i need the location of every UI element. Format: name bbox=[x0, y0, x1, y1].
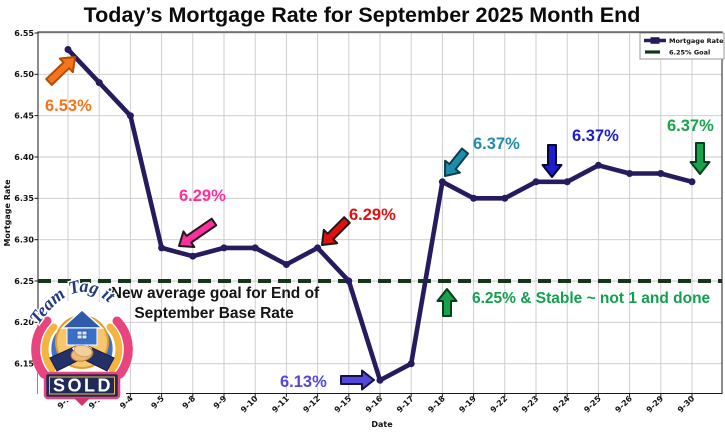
y-tick-label: 6.30 bbox=[14, 235, 34, 244]
x-tick-label: 9-16 bbox=[364, 394, 385, 415]
annotation-stable-up bbox=[436, 288, 458, 317]
y-tick-label: 6.35 bbox=[14, 194, 34, 203]
data-point bbox=[532, 178, 540, 186]
team-tag-it-sold-logo: Team Tag it SOLD bbox=[24, 274, 133, 406]
annotation-rate-6-37-a: 6.37% bbox=[444, 135, 520, 177]
annotation-rate-6-29-a: 6.29% bbox=[178, 187, 226, 248]
x-tick-label: 9-17 bbox=[395, 394, 416, 415]
data-point bbox=[251, 244, 259, 252]
x-tick-label: 9-8 bbox=[181, 394, 198, 411]
data-point bbox=[594, 161, 602, 169]
data-point bbox=[376, 376, 384, 384]
data-point bbox=[345, 277, 353, 285]
rate-6-53-label: 6.53% bbox=[45, 97, 92, 115]
data-point bbox=[407, 360, 415, 368]
legend: Mortgage Rate 6.25% Goal bbox=[639, 32, 725, 60]
stable-note: 6.25% & Stable ~ not 1 and done bbox=[472, 290, 711, 307]
y-tick-label: 6.25 bbox=[14, 277, 34, 286]
house-icon bbox=[60, 308, 104, 346]
x-axis-label: Date bbox=[371, 420, 393, 429]
annotation-rate-6-13: 6.13% bbox=[280, 369, 375, 391]
goal-note: New average goal for End of September Ba… bbox=[111, 285, 320, 322]
data-point bbox=[501, 194, 509, 202]
annotation-rate-6-37-c: 6.37% bbox=[667, 117, 714, 175]
x-tick-label: 9-18 bbox=[426, 394, 447, 415]
data-point bbox=[657, 170, 665, 177]
rate-6-13-arrow-icon bbox=[340, 369, 375, 391]
x-tick-labels: 9-2 9-3 9-4 9-5 9-8 9-9 9-10 9-11 9-12 9-15 9-16 9-… bbox=[56, 393, 697, 415]
x-tick-label: 9-30 bbox=[676, 394, 697, 415]
rate-6-29-b-label: 6.29% bbox=[349, 206, 396, 224]
y-tick-label: 6.55 bbox=[14, 29, 34, 38]
x-tick-label: 9-15 bbox=[333, 394, 354, 415]
stable-up-arrow-icon bbox=[436, 288, 458, 317]
rate-6-37-a-label: 6.37% bbox=[473, 135, 520, 153]
rate-6-37-c-arrow-icon bbox=[689, 142, 711, 175]
goal-note-line2: September Base Rate bbox=[134, 305, 294, 322]
data-point bbox=[563, 178, 571, 186]
y-tick-labels: 6.15 6.20 6.25 6.30 6.35 6.40 6.45 6.50 6.55 bbox=[14, 29, 38, 368]
sold-banner: SOLD bbox=[43, 371, 121, 406]
y-tick-label: 6.20 bbox=[14, 318, 34, 327]
sold-banner-text: SOLD bbox=[53, 376, 113, 396]
legend-marker-icon bbox=[650, 37, 660, 44]
data-point bbox=[189, 252, 197, 260]
data-point-markers bbox=[64, 46, 696, 384]
y-tick-label: 6.40 bbox=[14, 153, 34, 162]
annotation-rate-6-29-b: 6.29% bbox=[321, 206, 396, 246]
x-tick-label: 9-24 bbox=[551, 394, 572, 415]
data-point bbox=[626, 170, 634, 177]
y-axis-label: Mortgage Rate bbox=[3, 179, 12, 247]
rate-6-37-a-arrow-icon bbox=[444, 147, 470, 177]
data-point bbox=[314, 244, 322, 252]
x-tick-label: 9-5 bbox=[149, 394, 166, 411]
y-tick-label: 6.45 bbox=[14, 111, 34, 120]
rate-6-29-a-label: 6.29% bbox=[179, 187, 226, 205]
x-tick-label: 9-26 bbox=[613, 394, 634, 415]
legend-label-mortgage-rate: Mortgage Rate bbox=[669, 37, 724, 45]
x-tick-label: 9-25 bbox=[582, 394, 603, 415]
data-point bbox=[282, 261, 290, 268]
rate-6-29-a-arrow-icon bbox=[178, 217, 218, 248]
x-tick-label: 9-11 bbox=[270, 394, 291, 415]
x-tick-label: 9-22 bbox=[489, 394, 510, 415]
y-tick-label: 6.50 bbox=[14, 70, 34, 79]
annotation-rate-6-37-b: 6.37% bbox=[541, 127, 619, 178]
data-point bbox=[688, 178, 696, 186]
data-point bbox=[438, 178, 446, 186]
data-point bbox=[126, 112, 134, 120]
data-point bbox=[158, 244, 166, 252]
x-tick-label: 9-19 bbox=[457, 394, 478, 415]
x-tick-label: 9-23 bbox=[520, 394, 541, 415]
annotations-layer: 6.53% 6.29% 6.29% 6.13% 6.37% 6.37% 6.37% bbox=[45, 56, 714, 391]
goal-note-line1: New average goal for End of bbox=[111, 285, 320, 302]
data-point bbox=[220, 244, 228, 252]
rate-6-53-arrow-icon bbox=[45, 56, 76, 86]
chart-title: Today’s Mortgage Rate for September 2025… bbox=[84, 3, 641, 27]
rate-6-13-label: 6.13% bbox=[280, 373, 327, 391]
handshake-icon bbox=[49, 344, 115, 372]
data-point bbox=[470, 194, 478, 202]
x-tick-label: 9-9 bbox=[212, 394, 229, 411]
rate-6-29-b-arrow-icon bbox=[321, 216, 351, 246]
legend-label-goal: 6.25% Goal bbox=[669, 49, 710, 57]
data-point bbox=[95, 79, 103, 87]
annotation-rate-6-53: 6.53% bbox=[45, 56, 92, 115]
data-point bbox=[64, 46, 72, 53]
rate-6-37-b-arrow-icon bbox=[541, 144, 563, 178]
rate-6-37-c-label: 6.37% bbox=[667, 117, 714, 135]
x-tick-label: 9-12 bbox=[301, 394, 322, 415]
rate-6-37-b-label: 6.37% bbox=[572, 127, 619, 145]
x-tick-label: 9-29 bbox=[645, 394, 666, 415]
gridlines bbox=[38, 32, 722, 394]
x-tick-label: 9-10 bbox=[239, 394, 260, 415]
y-tick-label: 6.15 bbox=[14, 359, 34, 368]
